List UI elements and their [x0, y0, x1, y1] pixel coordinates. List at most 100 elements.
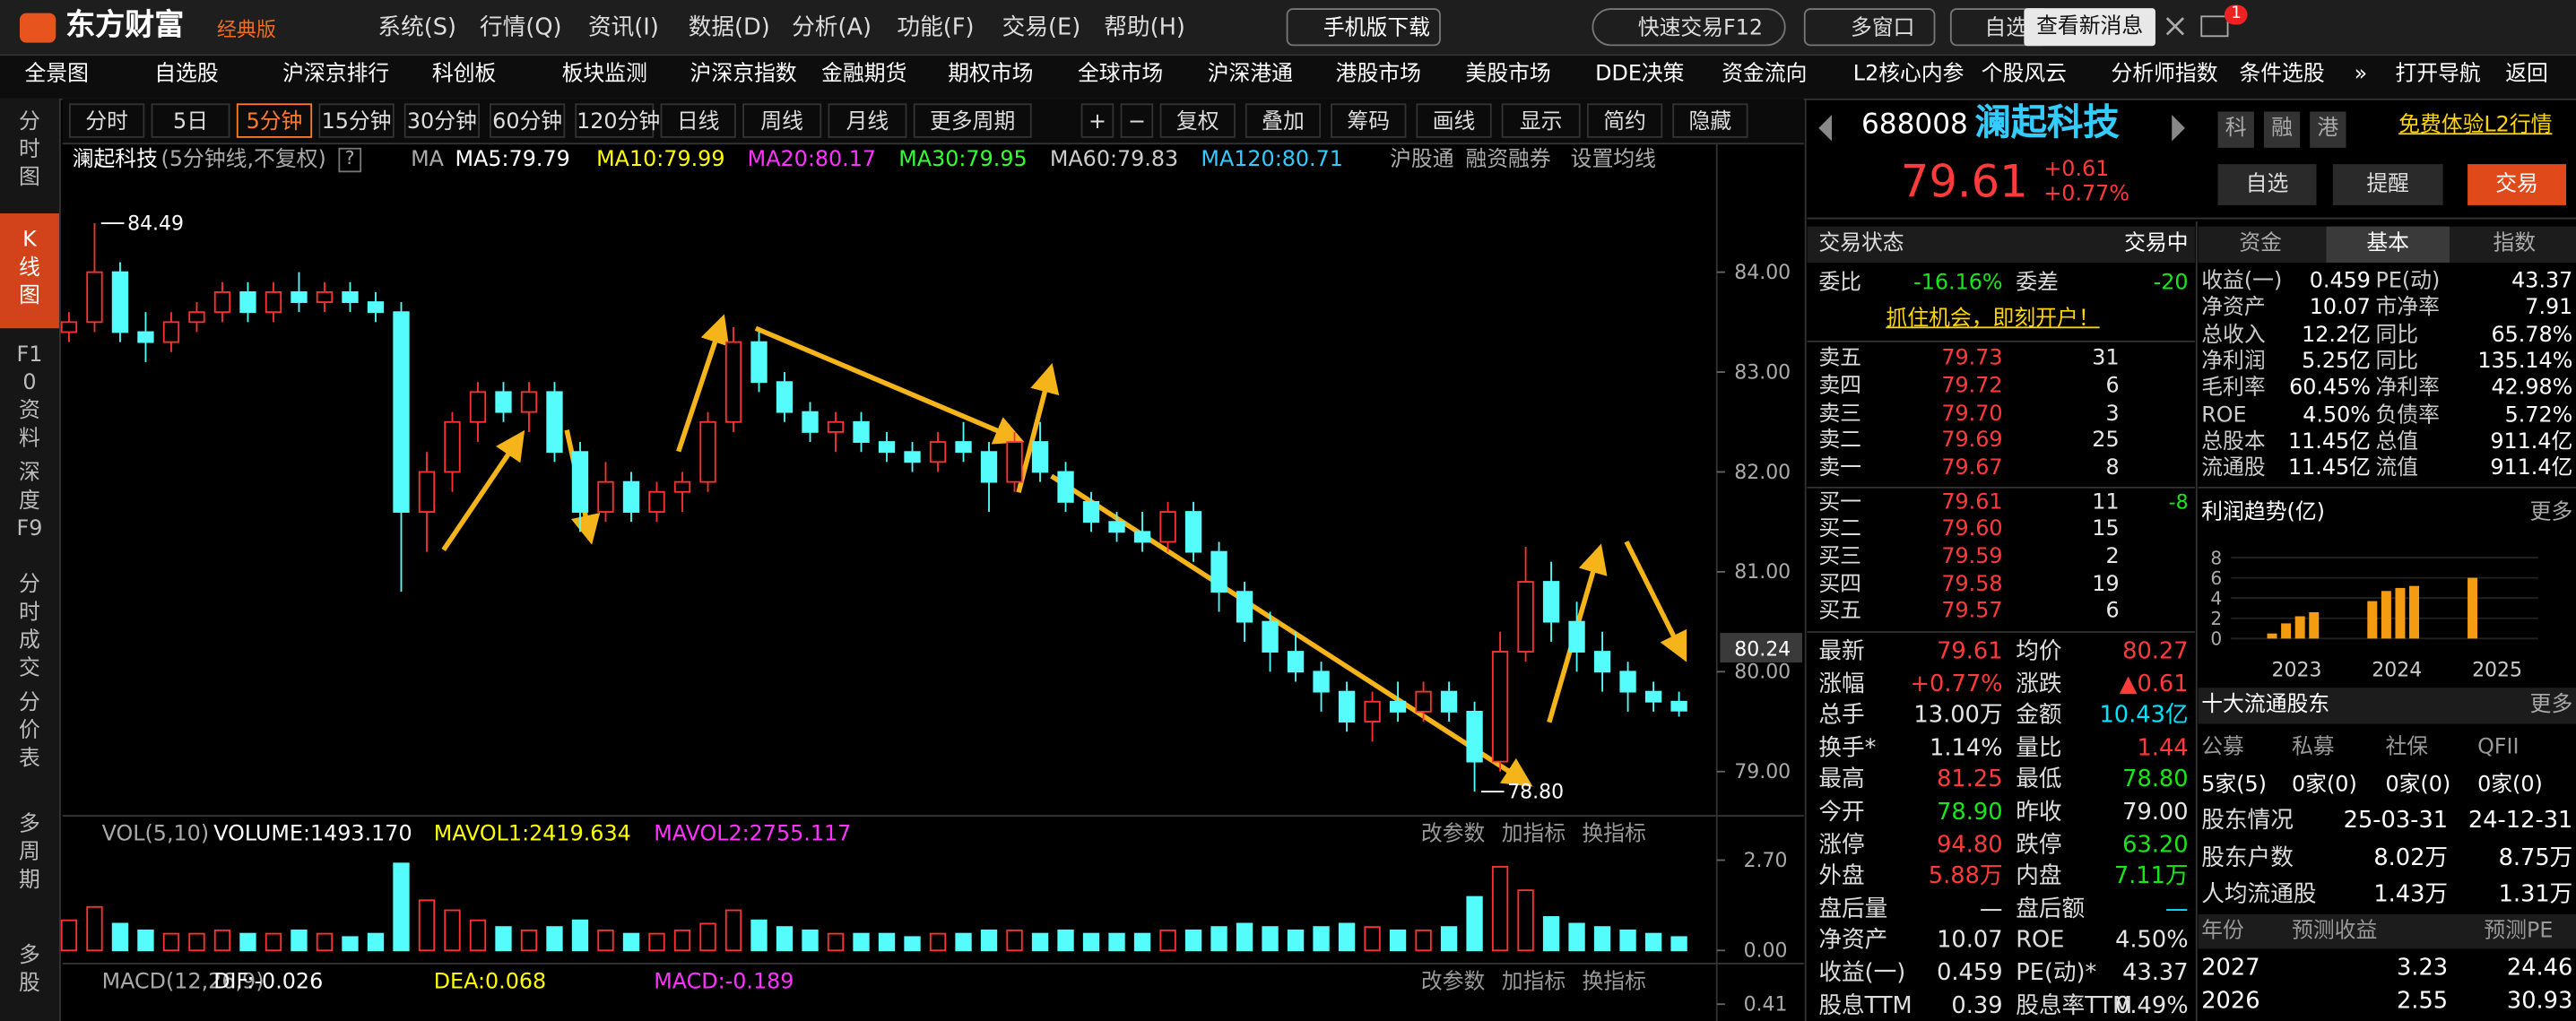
tool-button[interactable]: 显示	[1501, 103, 1581, 138]
period-button[interactable]: 5分钟	[236, 103, 313, 138]
volume-bar	[60, 919, 78, 952]
nav-item[interactable]: 科创板	[431, 62, 497, 88]
quick-trade[interactable]: 快速交易F12	[1592, 8, 1786, 47]
menu-item[interactable]: 帮助(H)	[1104, 14, 1185, 41]
nav-item[interactable]: 打开导航	[2395, 62, 2481, 88]
period-button[interactable]: 月线	[828, 103, 907, 138]
nav-item[interactable]: L2核心内参	[1852, 62, 1965, 88]
tool-button[interactable]: 叠加	[1245, 103, 1322, 138]
menu-item[interactable]: 行情(Q)	[480, 14, 562, 41]
tool-button[interactable]: 画线	[1416, 103, 1492, 138]
period-button[interactable]: 15分钟	[318, 103, 395, 138]
watch-action[interactable]: 自选	[2217, 164, 2317, 205]
watchlist-button[interactable]: 自选	[1949, 8, 2049, 47]
y-tick-label: 84.00	[1734, 262, 1791, 284]
sidebar-tab[interactable]: 分价表	[19, 690, 40, 772]
volume-bar	[597, 929, 614, 952]
multi-window[interactable]: 多窗口	[1803, 8, 1936, 47]
trade-action[interactable]: 交易	[2468, 164, 2567, 205]
sidebar-tab[interactable]: K线图	[19, 228, 40, 309]
book-price: 79.72	[1941, 374, 2003, 399]
sidebar-tab[interactable]: 多周期	[19, 812, 40, 894]
menu-item[interactable]: 分析(A)	[792, 14, 872, 41]
alert-action[interactable]: 提醒	[2332, 164, 2443, 205]
chart-link[interactable]: 设置均线	[1570, 147, 1656, 173]
market-badge[interactable]: 融	[2263, 111, 2301, 148]
profile-tab[interactable]: 基本	[2366, 231, 2410, 256]
tool-button[interactable]: +	[1080, 103, 1115, 138]
sidebar-tab[interactable]: 分时成交	[19, 573, 40, 681]
nav-item[interactable]: 资金流向	[1722, 62, 1808, 88]
nav-item[interactable]: 美股市场	[1465, 62, 1551, 88]
prev-stock[interactable]	[1818, 115, 1832, 142]
menu-item[interactable]: 资讯(I)	[587, 14, 659, 41]
nav-item[interactable]: 自选股	[154, 62, 219, 88]
sidebar-tab[interactable]: F10资料	[16, 342, 43, 452]
candle-body	[342, 290, 359, 303]
tool-button[interactable]: 简约	[1586, 103, 1663, 138]
candle-body	[1133, 531, 1151, 543]
close-icon[interactable]	[2165, 17, 2185, 36]
nav-item[interactable]: »	[2354, 62, 2368, 88]
nav-item[interactable]: 沪深港通	[1207, 62, 1294, 88]
mobile-download[interactable]: 手机版下载	[1286, 8, 1441, 47]
indicator-button[interactable]: 改参数	[1420, 970, 1486, 995]
sidebar-tab[interactable]: 分时图	[19, 109, 40, 191]
holder-value: 1.31万	[2498, 881, 2573, 908]
chart-link[interactable]: 沪股通	[1390, 147, 1454, 173]
sidebar-tab[interactable]: 深度F9	[16, 461, 43, 542]
menu-item[interactable]: 数据(D)	[688, 14, 770, 41]
period-button[interactable]: 更多周期	[913, 103, 1032, 138]
holder-head: 公募	[2201, 735, 2244, 760]
nav-item[interactable]: 金融期货	[821, 62, 907, 88]
market-badge[interactable]: 科	[2217, 111, 2254, 148]
period-button[interactable]: 30分钟	[403, 103, 481, 138]
period-button[interactable]: 周线	[742, 103, 822, 138]
tool-button[interactable]: 筹码	[1331, 103, 1407, 138]
period-button[interactable]: 60分钟	[490, 103, 566, 138]
nav-item[interactable]: 全景图	[24, 62, 89, 88]
tool-button[interactable]: 复权	[1159, 103, 1236, 138]
nav-item[interactable]: 板块监测	[561, 62, 647, 88]
more-link[interactable]: 更多	[2529, 500, 2573, 525]
indicator-button[interactable]: 加指标	[1501, 970, 1566, 995]
menu-item[interactable]: 交易(E)	[1002, 14, 1081, 41]
stat-label: 最新	[1818, 638, 1865, 665]
nav-item[interactable]: 全球市场	[1077, 62, 1164, 88]
nav-item[interactable]: 期权市场	[948, 62, 1034, 88]
period-button[interactable]: 分时	[68, 103, 145, 138]
nav-item[interactable]: 分析师指数	[2111, 62, 2218, 88]
nav-item[interactable]: 港股市场	[1335, 62, 1421, 88]
indicator-button[interactable]: 换指标	[1582, 822, 1646, 847]
period-button[interactable]: 120分钟	[575, 103, 660, 138]
tool-button[interactable]: −	[1120, 103, 1154, 138]
next-stock[interactable]	[2172, 115, 2185, 142]
menu-item[interactable]: 系统(S)	[377, 14, 457, 41]
forecast-eps: 3.23	[2396, 955, 2449, 982]
menu-item[interactable]: 功能(F)	[897, 14, 975, 41]
promo-link[interactable]: 抓住机会，即刻开户！	[1886, 307, 2100, 332]
period-button[interactable]: 日线	[660, 103, 736, 138]
message-button[interactable]: 查看新消息	[2024, 8, 2155, 47]
profile-tab[interactable]: 资金	[2239, 231, 2283, 256]
profile-tab[interactable]: 指数	[2493, 231, 2537, 256]
nav-item[interactable]: DDE决策	[1595, 62, 1685, 88]
sidebar-tab[interactable]: 多股	[19, 943, 40, 997]
chart-link[interactable]: 融资融券	[1465, 147, 1551, 173]
more-link[interactable]: 更多	[2529, 692, 2573, 718]
market-badge[interactable]: 港	[2310, 111, 2346, 148]
book-label: 卖一	[1818, 456, 1861, 481]
l2-link[interactable]: 免费体验L2行情	[2398, 113, 2553, 138]
stat-value: 10.43亿	[2099, 703, 2189, 730]
tool-button[interactable]: 隐藏	[1672, 103, 1748, 138]
indicator-button[interactable]: 换指标	[1582, 970, 1646, 995]
nav-item[interactable]: 沪深京指数	[690, 62, 797, 88]
indicator-button[interactable]: 加指标	[1501, 822, 1566, 847]
mail-icon[interactable]	[2200, 15, 2229, 38]
nav-item[interactable]: 个股风云	[1981, 62, 2068, 88]
nav-item[interactable]: 返回	[2505, 62, 2548, 88]
nav-item[interactable]: 沪深京排行	[282, 62, 390, 88]
indicator-button[interactable]: 改参数	[1420, 822, 1486, 847]
nav-item[interactable]: 条件选股	[2239, 62, 2325, 88]
period-button[interactable]: 5日	[151, 103, 230, 138]
